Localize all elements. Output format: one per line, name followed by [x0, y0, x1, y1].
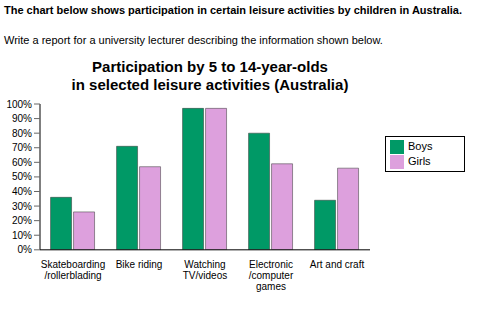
svg-text:Bike riding: Bike riding [116, 259, 163, 270]
svg-text:70%: 70% [12, 142, 32, 153]
svg-text:20%: 20% [12, 215, 32, 226]
html-text:Write a report for a universit: Write a report for a university lecturer… [4, 34, 383, 46]
svg-text:30%: 30% [12, 201, 32, 212]
html-text:Boys: Boys [408, 140, 433, 152]
svg-text:50%: 50% [12, 171, 32, 182]
html-text:in selected leisure activities: in selected leisure activities (Australi… [71, 76, 349, 93]
svg-text:Electronic/computergames: Electronic/computergames [249, 259, 294, 292]
svg-text:Art and craft: Art and craft [310, 259, 365, 270]
svg-text:WatchingTV/videos: WatchingTV/videos [183, 259, 227, 281]
html-text:Girls: Girls [408, 155, 431, 168]
svg-text:10%: 10% [12, 230, 32, 241]
svg-text:0%: 0% [18, 244, 33, 255]
svg-text:90%: 90% [12, 113, 32, 124]
html-text:The chart below shows particip: The chart below shows participation in c… [4, 4, 462, 16]
html-text:Participation by 5 to 14-year-: Participation by 5 to 14-year-olds [92, 58, 328, 75]
svg-text:40%: 40% [12, 186, 32, 197]
svg-text:100%: 100% [8, 99, 32, 110]
svg-text:60%: 60% [12, 157, 32, 168]
svg-text:Skateboarding/rollerblading: Skateboarding/rollerblading [41, 259, 106, 281]
svg-text:80%: 80% [12, 128, 32, 139]
